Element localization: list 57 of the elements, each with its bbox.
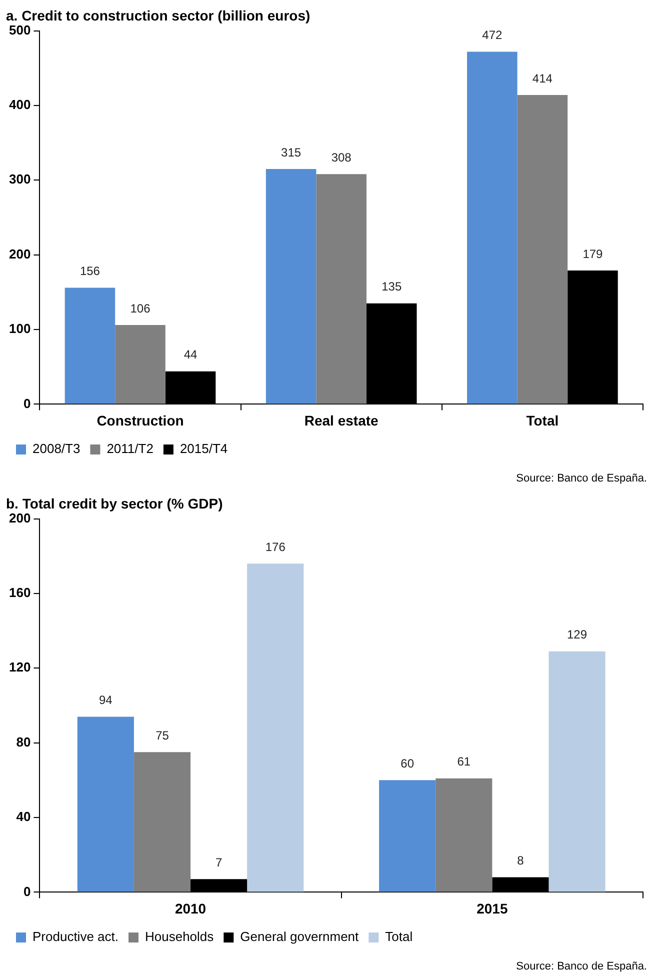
data-label: 414	[532, 71, 553, 86]
y-tick-label: 300	[8, 172, 31, 187]
bar	[266, 168, 316, 404]
bar	[134, 752, 191, 892]
legend-label: Households	[144, 929, 214, 944]
bar	[467, 52, 518, 404]
bar	[247, 564, 304, 892]
data-label: 61	[457, 754, 471, 769]
data-label: 60	[400, 756, 414, 770]
x-tick-label: 2015	[476, 900, 508, 916]
bar	[316, 174, 366, 404]
data-label: 8	[517, 854, 524, 868]
x-tick-label: Real estate	[304, 412, 379, 428]
data-label: 135	[382, 280, 402, 294]
y-tick-label: 40	[16, 809, 31, 824]
data-label: 472	[482, 28, 503, 42]
y-tick-label: 200	[8, 510, 31, 526]
bar	[517, 95, 568, 404]
y-tick-label: 500	[8, 22, 31, 38]
y-tick-label: 80	[16, 734, 31, 750]
legend-label: 2008/T3	[32, 441, 80, 456]
chart-title: a. Credit to construction sector (billion euros)	[6, 7, 310, 24]
source-note: Source: Banco de España.	[516, 960, 647, 973]
y-tick-label: 100	[8, 321, 31, 336]
legend-label: 2015/T4	[180, 441, 228, 456]
legend-label: 2011/T2	[106, 441, 154, 456]
data-label: 179	[582, 246, 604, 261]
bar	[548, 651, 606, 892]
data-label: 94	[98, 693, 113, 708]
data-label: 106	[130, 301, 151, 316]
legend-label: General government	[240, 929, 360, 944]
x-tick-label: Total	[526, 412, 559, 428]
data-label: 75	[156, 728, 170, 742]
y-tick-label: 200	[8, 246, 31, 262]
x-tick-label: Construction	[96, 412, 184, 428]
x-tick-label: 2010	[174, 900, 206, 916]
y-tick-label: 400	[8, 97, 31, 112]
bar	[115, 325, 166, 404]
legend-label: Productive act.	[32, 929, 118, 944]
y-tick-label: 120	[8, 660, 31, 675]
y-tick-label: 0	[23, 396, 31, 411]
data-label: 129	[566, 628, 588, 642]
bar	[379, 780, 436, 892]
legend-label: Total	[385, 929, 413, 944]
data-label: 315	[281, 145, 302, 160]
source-note: Source: Banco de España.	[516, 472, 647, 485]
data-label: 156	[80, 264, 100, 278]
bar	[77, 716, 134, 892]
chart-title: b. Total credit by sector (% GDP)	[6, 495, 223, 512]
data-label: 176	[265, 540, 286, 554]
bar	[436, 778, 492, 892]
data-label: 7	[215, 855, 222, 870]
bar	[64, 288, 116, 404]
y-tick-label: 0	[23, 884, 31, 899]
data-label: 308	[331, 150, 352, 164]
data-label: 44	[184, 348, 198, 362]
y-tick-label: 160	[8, 585, 31, 600]
